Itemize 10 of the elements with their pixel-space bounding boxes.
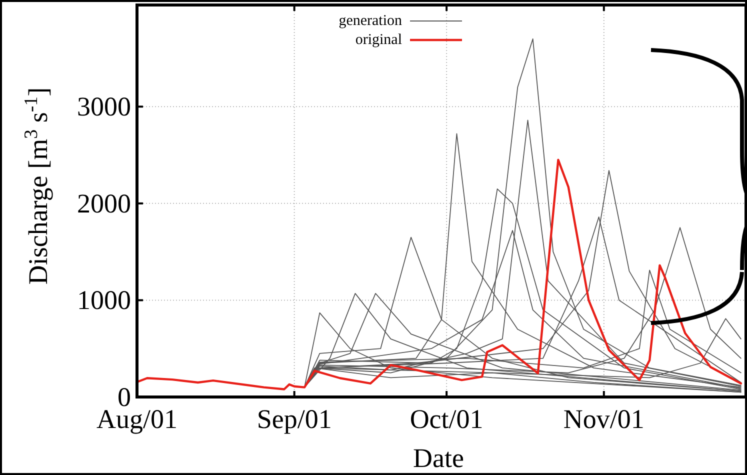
x-tick-label: Oct/01: [410, 404, 484, 434]
x-axis-title: Date: [413, 443, 464, 473]
y-tick-label: 3000: [77, 92, 131, 122]
x-tick-label: Nov/01: [563, 404, 644, 434]
y-tick-label: 0: [118, 382, 131, 412]
y-tick-label: 2000: [77, 188, 131, 218]
legend-label: original: [355, 32, 402, 48]
x-tick-label: Sep/01: [256, 404, 332, 434]
y-tick-label: 1000: [77, 285, 131, 316]
legend-label: generation: [338, 13, 402, 29]
